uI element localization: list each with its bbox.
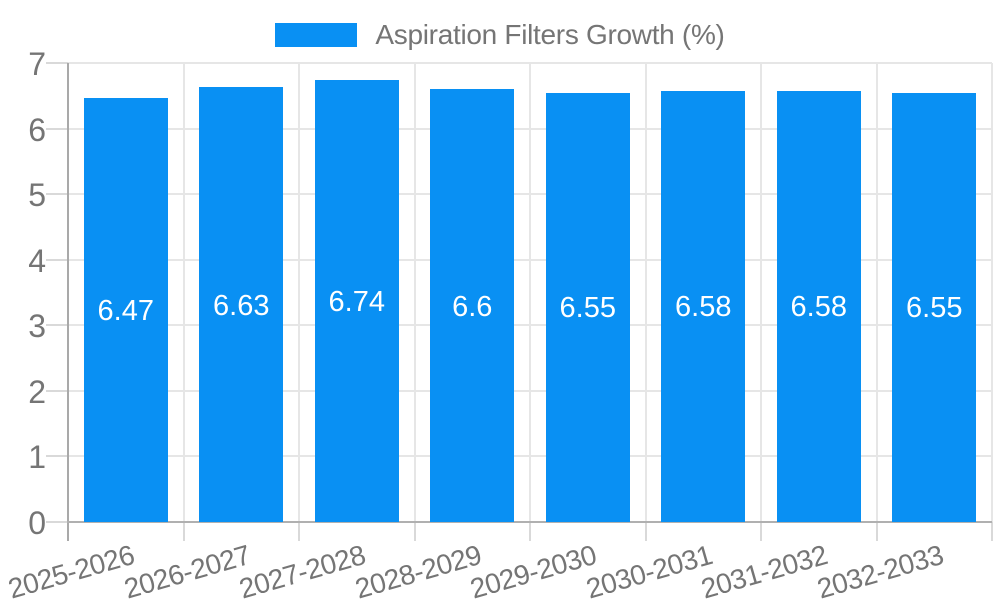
y-axis-tick-label: 5 bbox=[28, 177, 46, 214]
legend-swatch-icon bbox=[275, 23, 358, 47]
bar-value-label: 6.6 bbox=[452, 290, 493, 323]
gridline-vertical bbox=[298, 63, 300, 522]
x-axis-tick bbox=[413, 522, 416, 541]
y-axis-tick bbox=[46, 324, 68, 327]
y-axis-tick-label: 2 bbox=[28, 373, 46, 410]
bar-2027-2028[interactable] bbox=[314, 80, 399, 522]
y-axis-tick-label: 7 bbox=[28, 46, 46, 82]
x-axis-tick bbox=[760, 522, 762, 541]
gridline-vertical bbox=[991, 63, 993, 522]
chart-legend: Aspiration Filters Growth (%) bbox=[0, 19, 1000, 51]
x-axis-tick bbox=[991, 522, 993, 541]
y-axis-tick bbox=[46, 127, 68, 130]
y-axis-tick bbox=[46, 62, 68, 64]
y-axis-tick-label: 0 bbox=[28, 505, 46, 541]
legend-label: Aspiration Filters Growth (%) bbox=[375, 19, 725, 50]
x-axis-tick bbox=[644, 522, 647, 541]
bar-value-label: 6.55 bbox=[906, 292, 963, 325]
y-axis-tick-label: 6 bbox=[28, 111, 46, 148]
x-axis-label: 2028-2029 bbox=[351, 539, 485, 600]
bar-2031-2032[interactable] bbox=[776, 90, 861, 522]
y-axis-tick-label: 4 bbox=[28, 242, 46, 279]
bar-value-label: 6.47 bbox=[97, 294, 154, 327]
x-axis-tick bbox=[875, 522, 878, 541]
x-axis-tick bbox=[298, 522, 300, 541]
gridline-vertical bbox=[760, 63, 762, 522]
gridline-vertical bbox=[644, 63, 647, 522]
bar-value-label: 6.58 bbox=[675, 291, 732, 324]
x-axis-label: 2027-2028 bbox=[236, 539, 370, 600]
bar-2025-2026[interactable] bbox=[83, 97, 168, 522]
x-axis-label: 2026-2027 bbox=[120, 539, 254, 600]
bar-2026-2027[interactable] bbox=[199, 87, 284, 522]
y-axis-tick bbox=[46, 455, 68, 458]
gridline-vertical bbox=[875, 63, 878, 522]
bar-2029-2030[interactable] bbox=[545, 92, 630, 522]
bar-value-label: 6.55 bbox=[559, 292, 616, 325]
bar-2030-2031[interactable] bbox=[661, 90, 746, 522]
x-axis-tick bbox=[529, 522, 531, 541]
gridline-vertical bbox=[182, 63, 185, 522]
x-axis-label: 2029-2030 bbox=[467, 539, 601, 600]
bar-value-label: 6.74 bbox=[328, 286, 385, 319]
gridline-vertical bbox=[529, 63, 531, 522]
y-axis-tick bbox=[46, 521, 68, 523]
y-axis-tick bbox=[46, 193, 68, 196]
x-axis-label: 2032-2033 bbox=[813, 539, 947, 600]
bar-value-label: 6.63 bbox=[213, 289, 270, 322]
y-axis-tick-label: 1 bbox=[28, 439, 46, 476]
x-axis-label: 2030-2031 bbox=[582, 539, 716, 600]
bar-value-label: 6.58 bbox=[790, 291, 847, 324]
bar-2028-2029[interactable] bbox=[430, 89, 515, 522]
x-axis-label: 2031-2032 bbox=[698, 539, 832, 600]
bar-2032-2033[interactable] bbox=[892, 92, 977, 522]
x-axis-tick bbox=[182, 522, 185, 541]
y-axis-tick bbox=[46, 258, 68, 261]
gridline-vertical bbox=[413, 63, 416, 522]
x-axis-line bbox=[67, 521, 992, 523]
y-axis-tick bbox=[46, 389, 68, 392]
y-axis-line bbox=[67, 63, 69, 541]
x-axis-label: 2025-2026 bbox=[5, 539, 139, 600]
y-axis-tick-label: 3 bbox=[28, 308, 46, 345]
